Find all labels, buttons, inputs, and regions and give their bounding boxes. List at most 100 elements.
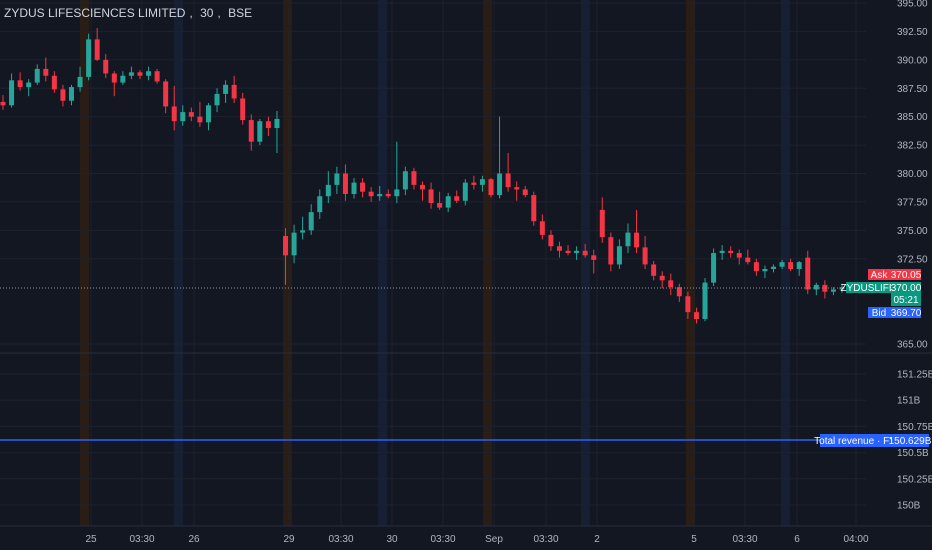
candle[interactable] bbox=[788, 258, 794, 272]
candle[interactable] bbox=[642, 236, 648, 269]
candle[interactable] bbox=[291, 224, 297, 264]
candle[interactable] bbox=[86, 33, 92, 81]
candle[interactable] bbox=[471, 175, 477, 190]
candle[interactable] bbox=[146, 66, 152, 81]
candle[interactable] bbox=[599, 197, 605, 243]
candle[interactable] bbox=[445, 192, 451, 213]
candle[interactable] bbox=[531, 191, 537, 226]
candle[interactable] bbox=[300, 216, 306, 240]
candles[interactable] bbox=[0, 28, 845, 324]
candle[interactable] bbox=[103, 54, 109, 79]
symbol-name[interactable]: ZYDUS LIFESCIENCES LIMITED bbox=[4, 6, 186, 20]
candle[interactable] bbox=[163, 79, 169, 114]
candle[interactable] bbox=[565, 245, 571, 256]
candle[interactable] bbox=[634, 209, 640, 254]
candle[interactable] bbox=[77, 66, 83, 92]
candle[interactable] bbox=[368, 187, 374, 202]
candle[interactable] bbox=[128, 66, 134, 80]
candle[interactable] bbox=[377, 186, 383, 201]
candle[interactable] bbox=[822, 280, 828, 299]
candle[interactable] bbox=[779, 259, 785, 269]
candle[interactable] bbox=[796, 261, 802, 276]
candle[interactable] bbox=[685, 291, 691, 319]
revenue-axis[interactable]: 151.25B 151B 150.75B 150.5B 150.25B 150B bbox=[897, 370, 932, 512]
candle[interactable] bbox=[325, 171, 331, 204]
candle[interactable] bbox=[437, 191, 443, 210]
candle[interactable] bbox=[736, 249, 742, 265]
candle[interactable] bbox=[556, 241, 562, 258]
candle[interactable] bbox=[753, 258, 759, 276]
candle[interactable] bbox=[385, 189, 391, 199]
candle[interactable] bbox=[9, 73, 15, 108]
candle[interactable] bbox=[479, 175, 485, 192]
candle[interactable] bbox=[240, 92, 246, 125]
candle[interactable] bbox=[111, 71, 117, 97]
candle[interactable] bbox=[360, 178, 366, 198]
candle[interactable] bbox=[693, 307, 699, 324]
candle[interactable] bbox=[625, 223, 631, 254]
candle[interactable] bbox=[668, 273, 674, 296]
candle[interactable] bbox=[43, 57, 49, 82]
candle[interactable] bbox=[813, 282, 819, 296]
candle[interactable] bbox=[51, 71, 57, 93]
candle[interactable] bbox=[94, 28, 100, 61]
candle[interactable] bbox=[411, 167, 417, 190]
candle[interactable] bbox=[34, 64, 40, 85]
candle[interactable] bbox=[428, 182, 434, 209]
candle[interactable] bbox=[548, 230, 554, 251]
candle[interactable] bbox=[762, 265, 768, 279]
candle[interactable] bbox=[248, 114, 254, 151]
candle[interactable] bbox=[205, 103, 211, 131]
candle[interactable] bbox=[154, 68, 160, 84]
candle[interactable] bbox=[488, 178, 494, 198]
candle[interactable] bbox=[257, 118, 263, 146]
candle[interactable] bbox=[539, 214, 545, 240]
candle[interactable] bbox=[505, 153, 511, 192]
candle[interactable] bbox=[745, 249, 751, 265]
candle[interactable] bbox=[68, 84, 74, 106]
time-axis[interactable]: 25 03:30 26 29 03:30 30 03:30 Sep 03:30 2 5 03:30 6 0… bbox=[85, 534, 869, 545]
candle[interactable] bbox=[26, 79, 32, 97]
price-axis[interactable]: 395.00 392.50 390.00 387.50 385.00 382.50 380.… bbox=[897, 0, 928, 351]
candle[interactable] bbox=[462, 179, 468, 206]
candle[interactable] bbox=[17, 72, 23, 91]
candle[interactable] bbox=[214, 88, 220, 113]
candle[interactable] bbox=[659, 271, 665, 289]
candle[interactable] bbox=[728, 246, 734, 258]
candle[interactable] bbox=[180, 105, 186, 126]
candle[interactable] bbox=[676, 283, 682, 302]
candle[interactable] bbox=[420, 181, 425, 201]
candle[interactable] bbox=[402, 166, 408, 196]
candle[interactable] bbox=[830, 287, 836, 296]
candle[interactable] bbox=[591, 249, 597, 274]
candle[interactable] bbox=[805, 250, 811, 294]
candle[interactable] bbox=[454, 190, 460, 204]
candle[interactable] bbox=[394, 141, 400, 204]
candle[interactable] bbox=[839, 283, 845, 293]
candle[interactable] bbox=[711, 248, 717, 287]
candle[interactable] bbox=[651, 261, 657, 281]
candle[interactable] bbox=[137, 70, 143, 80]
candle[interactable] bbox=[719, 245, 725, 260]
candle[interactable] bbox=[334, 166, 340, 194]
candle[interactable] bbox=[283, 228, 289, 285]
candle[interactable] bbox=[60, 84, 66, 107]
candle[interactable] bbox=[265, 116, 271, 136]
chart-title[interactable]: ZYDUS LIFESCIENCES LIMITED, 30, BSE bbox=[4, 6, 253, 20]
interval-label[interactable]: 30 bbox=[200, 6, 214, 20]
candle[interactable] bbox=[308, 204, 314, 235]
candle[interactable] bbox=[223, 80, 229, 104]
candle[interactable] bbox=[0, 95, 6, 110]
candle[interactable] bbox=[342, 164, 348, 201]
candle[interactable] bbox=[120, 71, 126, 85]
candle[interactable] bbox=[608, 232, 614, 272]
candle[interactable] bbox=[522, 186, 528, 198]
candle[interactable] bbox=[497, 116, 503, 199]
candle[interactable] bbox=[171, 85, 177, 131]
candle[interactable] bbox=[702, 278, 708, 322]
candle[interactable] bbox=[188, 107, 194, 122]
candle[interactable] bbox=[582, 243, 588, 258]
candle[interactable] bbox=[274, 110, 280, 154]
candle[interactable] bbox=[771, 264, 777, 273]
candle[interactable] bbox=[616, 239, 622, 269]
